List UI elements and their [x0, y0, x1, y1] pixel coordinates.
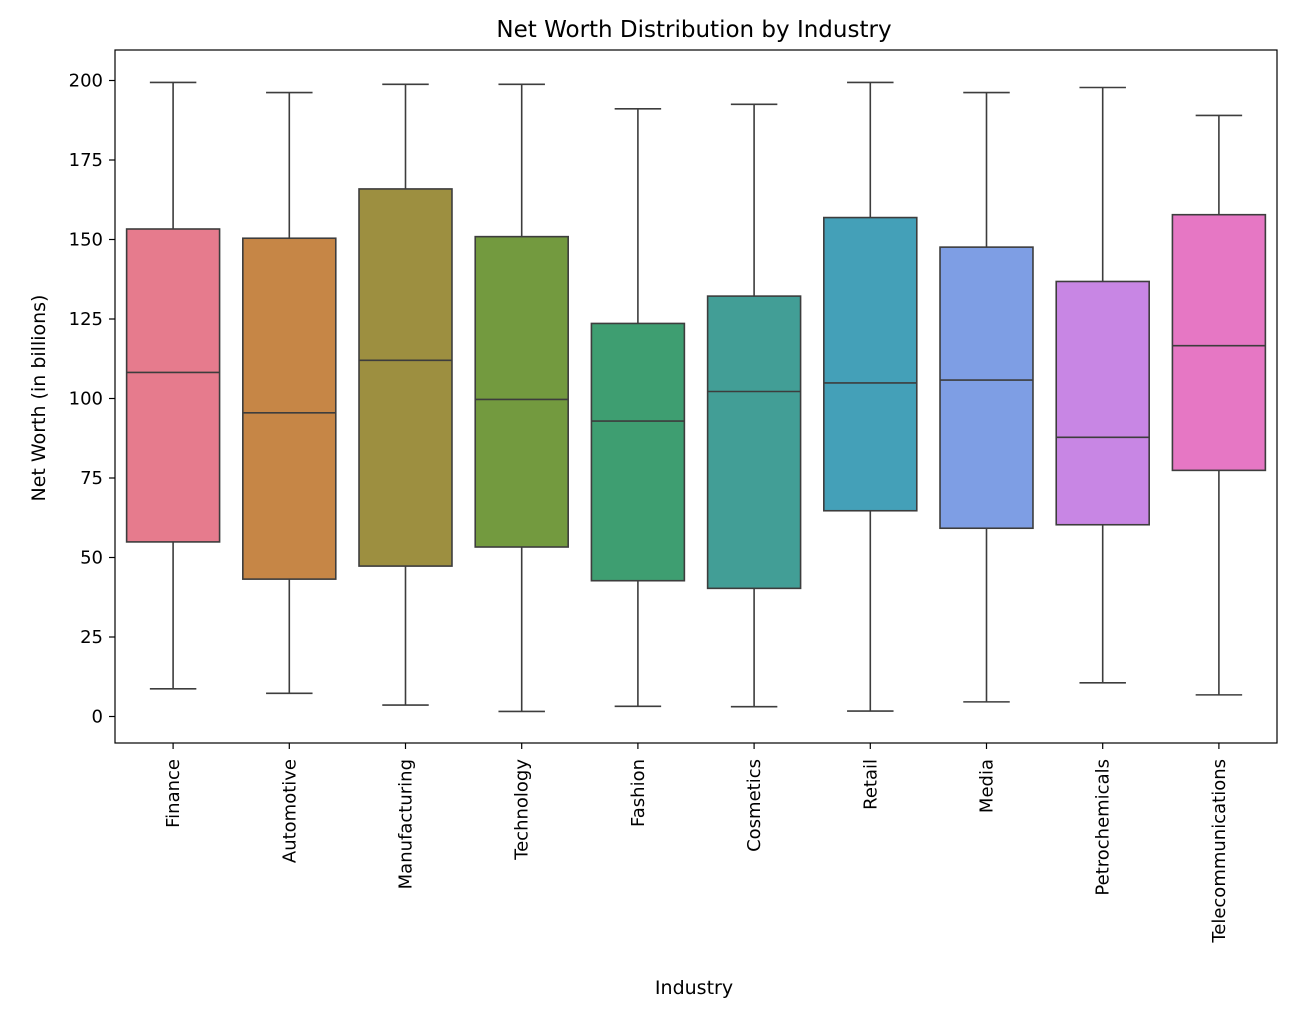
iqr-box: [823, 216, 918, 512]
iqr-box: [706, 295, 802, 590]
chart-title: Net Worth Distribution by Industry: [496, 17, 891, 43]
boxes-layer: [125, 81, 1267, 713]
plot-frame: [114, 49, 1278, 744]
y-tick-label: 50: [80, 548, 103, 569]
x-tick-label: Automotive: [279, 759, 300, 863]
x-tick-label: Technology: [512, 759, 533, 861]
box-fashion: [590, 108, 686, 708]
y-tick-label: 125: [69, 309, 103, 330]
box-retail: [823, 81, 918, 712]
y-tick-label: 175: [69, 150, 103, 171]
x-tick-label: Manufacturing: [396, 759, 417, 889]
y-tick-label: 100: [69, 389, 103, 410]
box-petrochemicals: [1055, 86, 1150, 684]
iqr-box: [1055, 280, 1150, 526]
x-tick-label: Telecommunications: [1209, 759, 1230, 944]
x-axis-label: Industry: [655, 977, 733, 999]
iqr-box: [1171, 213, 1267, 472]
y-tick-label: 0: [92, 707, 103, 728]
y-tick-label: 25: [80, 627, 103, 648]
box-cosmetics: [706, 103, 802, 708]
box-finance: [125, 81, 221, 690]
y-tick-label: 150: [69, 230, 103, 251]
box-media: [939, 91, 1034, 703]
y-axis: 0 25 50 75 100 125 150 175 200: [69, 71, 115, 728]
iqr-box: [242, 237, 337, 580]
iqr-box: [590, 322, 686, 582]
y-tick-label: 200: [69, 71, 103, 92]
y-tick-label: 75: [80, 468, 103, 489]
box-automotive: [242, 91, 337, 695]
x-tick-label: Petrochemicals: [1093, 759, 1114, 896]
box-technology: [474, 83, 569, 713]
x-tick-label: Cosmetics: [744, 759, 765, 852]
y-axis-label: Net Worth (in billions): [28, 295, 50, 502]
x-axis: Finance Automotive Manufacturing Technology…: [163, 743, 1230, 944]
box-manufacturing: [358, 83, 453, 706]
x-tick-label: Retail: [860, 759, 881, 810]
iqr-box: [939, 246, 1034, 530]
x-tick-label: Finance: [163, 759, 184, 828]
box-telecommunications: [1171, 114, 1267, 696]
x-tick-label: Media: [977, 759, 998, 813]
iqr-box: [125, 228, 221, 543]
iqr-box: [358, 188, 453, 567]
x-tick-label: Fashion: [628, 759, 649, 827]
iqr-box: [474, 235, 569, 548]
